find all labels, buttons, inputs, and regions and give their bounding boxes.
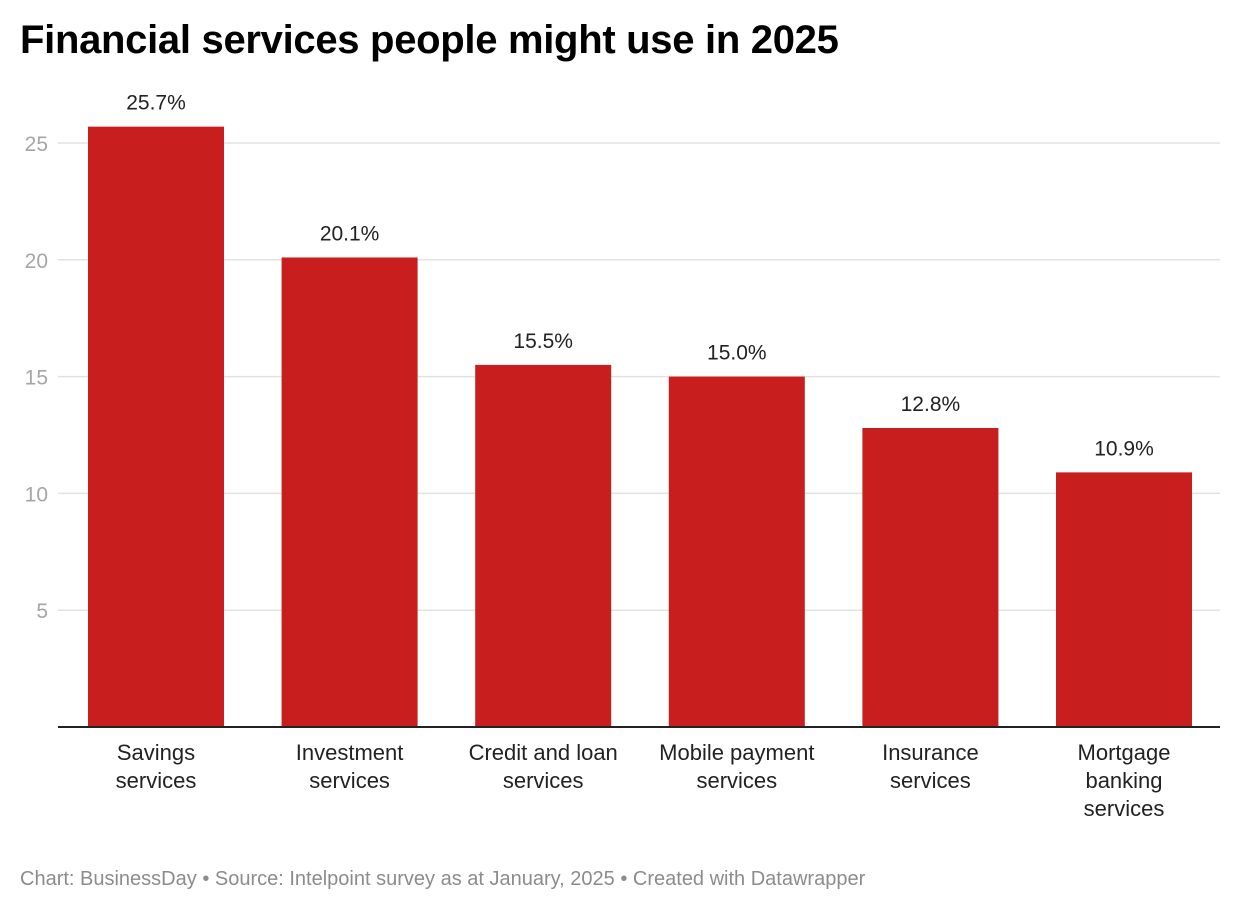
category-label-line: services — [116, 768, 197, 793]
chart-credit: Chart: BusinessDay — [20, 868, 197, 890]
category-label: Mobile payment services — [659, 740, 814, 793]
category-label-line: services — [1084, 796, 1165, 821]
value-label: 10.9% — [1094, 437, 1154, 460]
source-text: Source: Intelpoint survey as at January,… — [214, 868, 615, 890]
category-label-line: services — [309, 768, 390, 793]
y-tick-label: 20 — [25, 250, 48, 273]
category-label-line: services — [696, 768, 777, 793]
category-label-line: Mortgage — [1078, 740, 1171, 765]
category-label-line: banking — [1085, 768, 1162, 793]
category-label-line: Credit and loan — [469, 740, 618, 765]
y-tick-label: 5 — [36, 600, 48, 623]
bar — [668, 376, 805, 727]
bars — [88, 126, 1192, 727]
bar — [862, 427, 999, 727]
category-label: Savings services — [116, 740, 197, 793]
category-label-line: services — [503, 768, 584, 793]
value-label: 20.1% — [320, 222, 380, 245]
bar — [281, 257, 418, 727]
y-tick-label: 25 — [25, 133, 48, 156]
datawrapper-credit: Created with Datawrapper — [632, 868, 866, 890]
category-label-line: Mobile payment — [659, 740, 814, 765]
value-labels: 25.7% 20.1% 15.5% 15.0% 12.8% 10.9% — [126, 92, 1154, 461]
chart-title: Financial services people might use in 2… — [20, 18, 839, 62]
chart-footer: Chart: BusinessDay • Source: Intelpoint … — [20, 868, 865, 891]
category-label: Mortgage banking services — [1078, 740, 1171, 821]
y-tick-label: 10 — [25, 483, 48, 506]
gridlines — [58, 142, 1220, 611]
footer-separator: • — [202, 868, 210, 890]
category-label-line: Savings — [117, 740, 195, 765]
category-label: Investment services — [296, 740, 404, 793]
bar — [475, 364, 612, 727]
bar-chart: 5 10 15 20 25 25.7% 20.1% 15.5% 15.0% 12.8% 10.9%… — [25, 92, 1220, 821]
value-label: 12.8% — [901, 393, 961, 416]
category-label: Insurance services — [882, 740, 979, 793]
category-label-line: Investment — [296, 740, 404, 765]
category-label-line: Insurance — [882, 740, 979, 765]
value-label: 15.0% — [707, 342, 767, 365]
y-tick-label: 15 — [25, 367, 48, 390]
footer-separator: • — [620, 868, 628, 890]
value-label: 25.7% — [126, 92, 186, 115]
bar — [1056, 472, 1192, 727]
value-label: 15.5% — [513, 330, 573, 353]
y-tick-labels: 5 10 15 20 25 — [25, 133, 48, 623]
category-label: Credit and loan services — [469, 740, 618, 793]
bar — [88, 126, 224, 727]
category-label-line: services — [890, 768, 971, 793]
